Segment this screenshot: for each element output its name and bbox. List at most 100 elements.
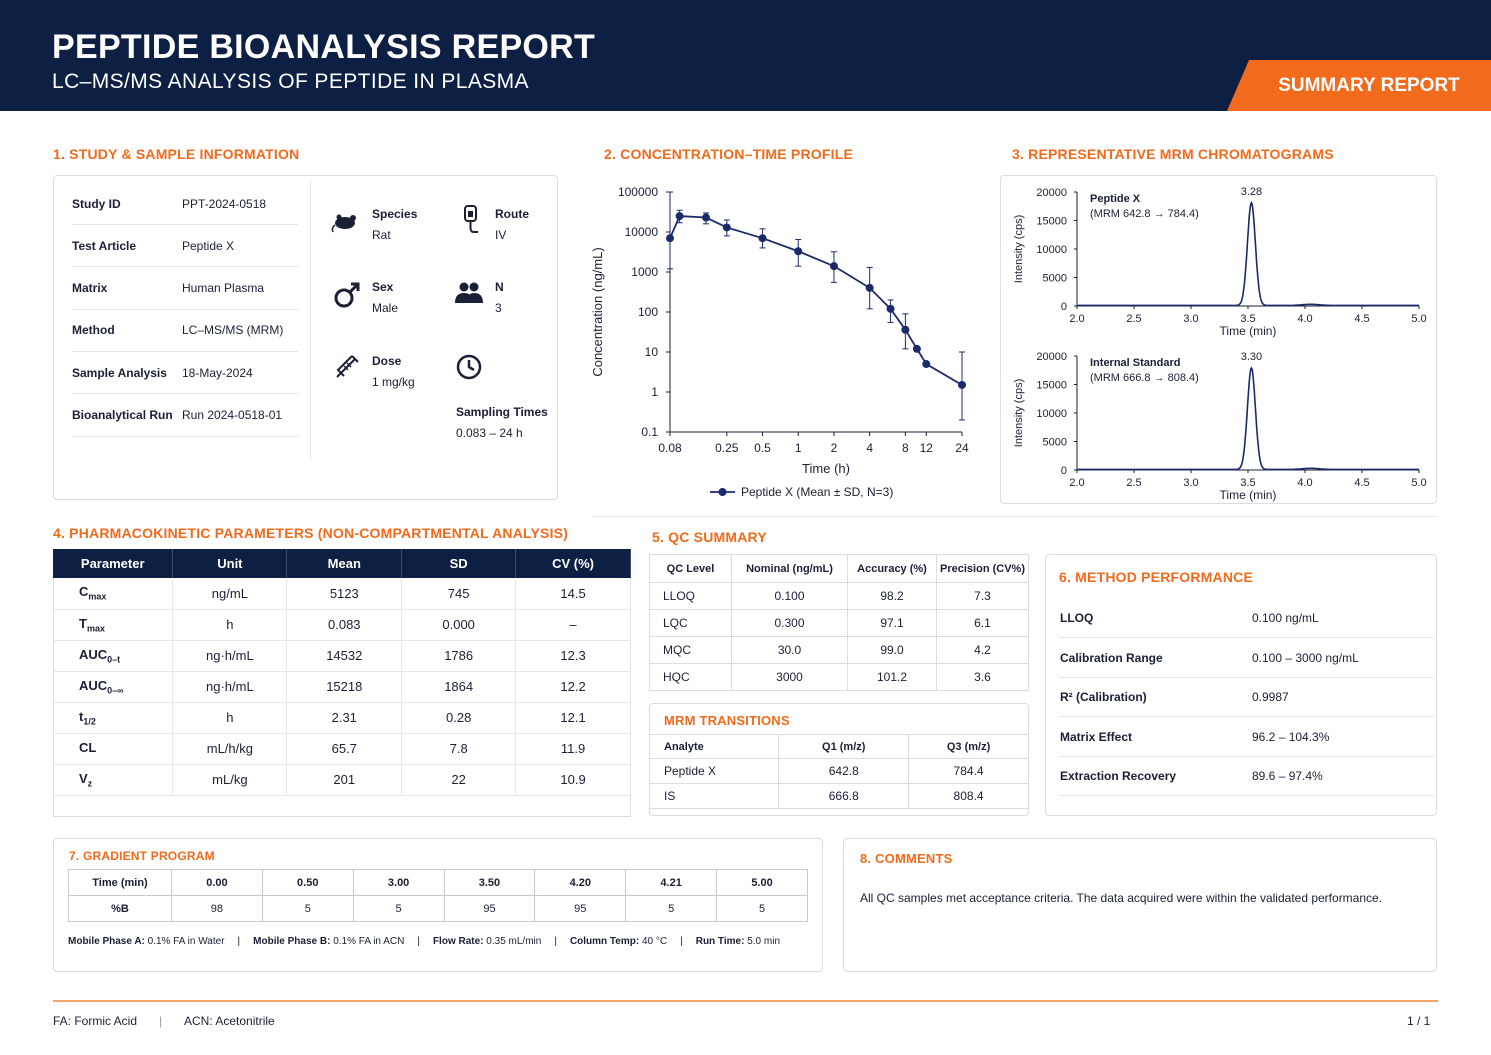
method-performance-value: 0.100 – 3000 ng/mL — [1252, 650, 1359, 665]
x-tick-label: 5.0 — [1411, 313, 1426, 325]
species-item: Species Rat — [372, 207, 417, 242]
pk-parameter-subscript: 0–∞ — [107, 685, 124, 696]
y-axis-label: Intensity (cps) — [1013, 215, 1025, 283]
mrm-header-cell: Q3 (m/z) — [908, 734, 1029, 759]
qc-cell: 99.0 — [847, 636, 937, 664]
pk-sd: 1864 — [401, 671, 517, 703]
rat-icon — [331, 214, 356, 233]
method-performance-key: Extraction Recovery — [1060, 769, 1177, 783]
species-label: Species — [372, 207, 418, 221]
gradient-note-key: Flow Rate: — [432, 936, 484, 947]
gradient-time-cell: 5.00 — [716, 869, 808, 896]
x-tick-label: 5.0 — [1411, 477, 1426, 489]
x-tick-label: 0.5 — [754, 441, 771, 455]
mrm-header-cell: Q1 (m/z) — [778, 734, 910, 759]
x-tick-label: 3.0 — [1183, 477, 1198, 489]
x-tick-label: 0.08 — [658, 441, 682, 455]
study-info-value: Run 2024-0518-01 — [182, 408, 283, 422]
study-info-card: Study ID PPT-2024-0518 Test Article Peptide… — [53, 175, 558, 500]
y-tick-label: 10000 — [1036, 244, 1067, 256]
pk-sd: 1786 — [401, 640, 517, 672]
qc-header-cell: QC Level — [649, 554, 732, 583]
table-row: IS 666.8 808.4 — [649, 783, 1029, 809]
pk-cv: 12.2 — [515, 671, 631, 703]
comments-card: 8. COMMENTS All QC samples met acceptanc… — [843, 838, 1437, 972]
y-tick-label: 15000 — [1036, 380, 1067, 392]
pk-parameter: Cmax — [53, 578, 174, 610]
n-label: N — [495, 280, 504, 294]
study-info-key: Method — [72, 323, 115, 338]
sampling-label: Sampling Times — [456, 405, 548, 419]
pk-parameter: AUC0–t — [53, 640, 174, 672]
x-tick-label: 4.0 — [1297, 313, 1312, 325]
section-title-profile: 2. CONCENTRATION–TIME PROFILE — [604, 146, 853, 162]
pk-header-cell: Parameter — [53, 549, 174, 578]
pk-unit: h — [172, 702, 288, 734]
data-point — [886, 304, 895, 313]
sex-value: Male — [372, 301, 399, 315]
data-point — [702, 213, 711, 222]
data-point — [722, 223, 731, 232]
mrm-cell: 666.8 — [778, 783, 910, 809]
dose-item: Dose 1 mg/kg — [372, 354, 415, 389]
peak-label: 3.30 — [1241, 351, 1262, 363]
pk-mean: 0.083 — [286, 609, 403, 641]
section-title-study: 1. STUDY & SAMPLE INFORMATION — [53, 146, 300, 162]
chromatogram-title: Peptide X — [1090, 193, 1141, 205]
qc-cell: MQC — [649, 636, 732, 664]
y-tick-label: 1000 — [631, 265, 658, 279]
pk-mean: 65.7 — [286, 733, 403, 765]
gradient-b-cell: 95 — [443, 895, 536, 922]
study-info-row: Bioanalytical Run Run 2024-0518-01 — [72, 395, 298, 437]
y-tick-label: 20000 — [1036, 351, 1067, 363]
x-tick-label: 3.0 — [1183, 313, 1198, 325]
pk-header-cell: CV (%) — [515, 549, 631, 578]
pk-cv: 12.1 — [515, 702, 631, 734]
pk-parameter: CL — [53, 733, 174, 765]
section-title-pk: 4. PHARMACOKINETIC PARAMETERS (NON-COMPA… — [53, 525, 569, 541]
study-info-key: Sample Analysis — [72, 365, 167, 380]
note-separator: | — [417, 936, 420, 947]
section-title-qc: 5. QC SUMMARY — [652, 529, 767, 545]
x-tick-label: 2.0 — [1069, 477, 1084, 489]
concentration-time-chart: 0.08 0.25 0.5 1 2 4 8 12 24100000100001000100101… — [590, 185, 969, 499]
gradient-note-value: 0.1% FA in Water — [147, 936, 225, 947]
pk-parameter: AUC0–∞ — [53, 671, 174, 703]
pk-mean: 5123 — [286, 578, 403, 610]
gradient-note-key: Run Time: — [695, 936, 745, 947]
people-icon — [455, 282, 483, 303]
note-separator: | — [554, 936, 557, 947]
chromatogram-trace — [1077, 366, 1419, 471]
pk-mean: 2.31 — [286, 702, 403, 734]
legend-marker — [718, 488, 727, 496]
gradient-b-cell: 5 — [716, 895, 808, 922]
chromatogram-trace — [1077, 201, 1419, 307]
pk-sd: 0.000 — [401, 609, 517, 641]
peak-label: 3.28 — [1241, 186, 1262, 198]
table-row: AUC0–t ng·h/mL 14532 1786 12.3 — [53, 640, 631, 672]
gradient-time-label: Time (min) — [68, 869, 172, 896]
qc-cell: 7.3 — [936, 582, 1029, 610]
x-tick-label: 24 — [955, 441, 969, 455]
report-title: PEPTIDE BIOANALYSIS REPORT — [52, 28, 596, 66]
gradient-time-cell: 3.50 — [443, 869, 536, 896]
pk-sd: 0.28 — [401, 702, 517, 734]
pk-parameter: Vz — [53, 764, 174, 796]
pk-parameter-subscript: max — [88, 592, 107, 603]
pk-parameter-symbol: T — [79, 615, 87, 631]
qc-cell: 101.2 — [847, 663, 937, 691]
study-info-value: Human Plasma — [182, 281, 265, 296]
y-tick-label: 0 — [1061, 301, 1067, 313]
pk-cv: 11.9 — [515, 733, 631, 765]
method-performance-row: Calibration Range 0.100 – 3000 ng/mL — [1060, 639, 1434, 678]
study-info-row: Method LC–MS/MS (MRM) — [72, 310, 298, 352]
table-row: Vz mL/kg 201 22 10.9 — [53, 764, 631, 796]
section-title-chromatograms: 3. REPRESENTATIVE MRM CHROMATOGRAMS — [1012, 146, 1334, 162]
chromatogram-title: Internal Standard — [1090, 357, 1180, 369]
pk-parameter-symbol: V — [79, 770, 88, 786]
pk-parameter: t1/2 — [53, 702, 174, 734]
note-separator: | — [680, 936, 683, 947]
chromatogram-transition: (MRM 642.8 → 784.4) — [1090, 208, 1199, 220]
pk-parameter-subscript: z — [87, 778, 93, 789]
gradient-b-label: %B — [68, 895, 172, 922]
